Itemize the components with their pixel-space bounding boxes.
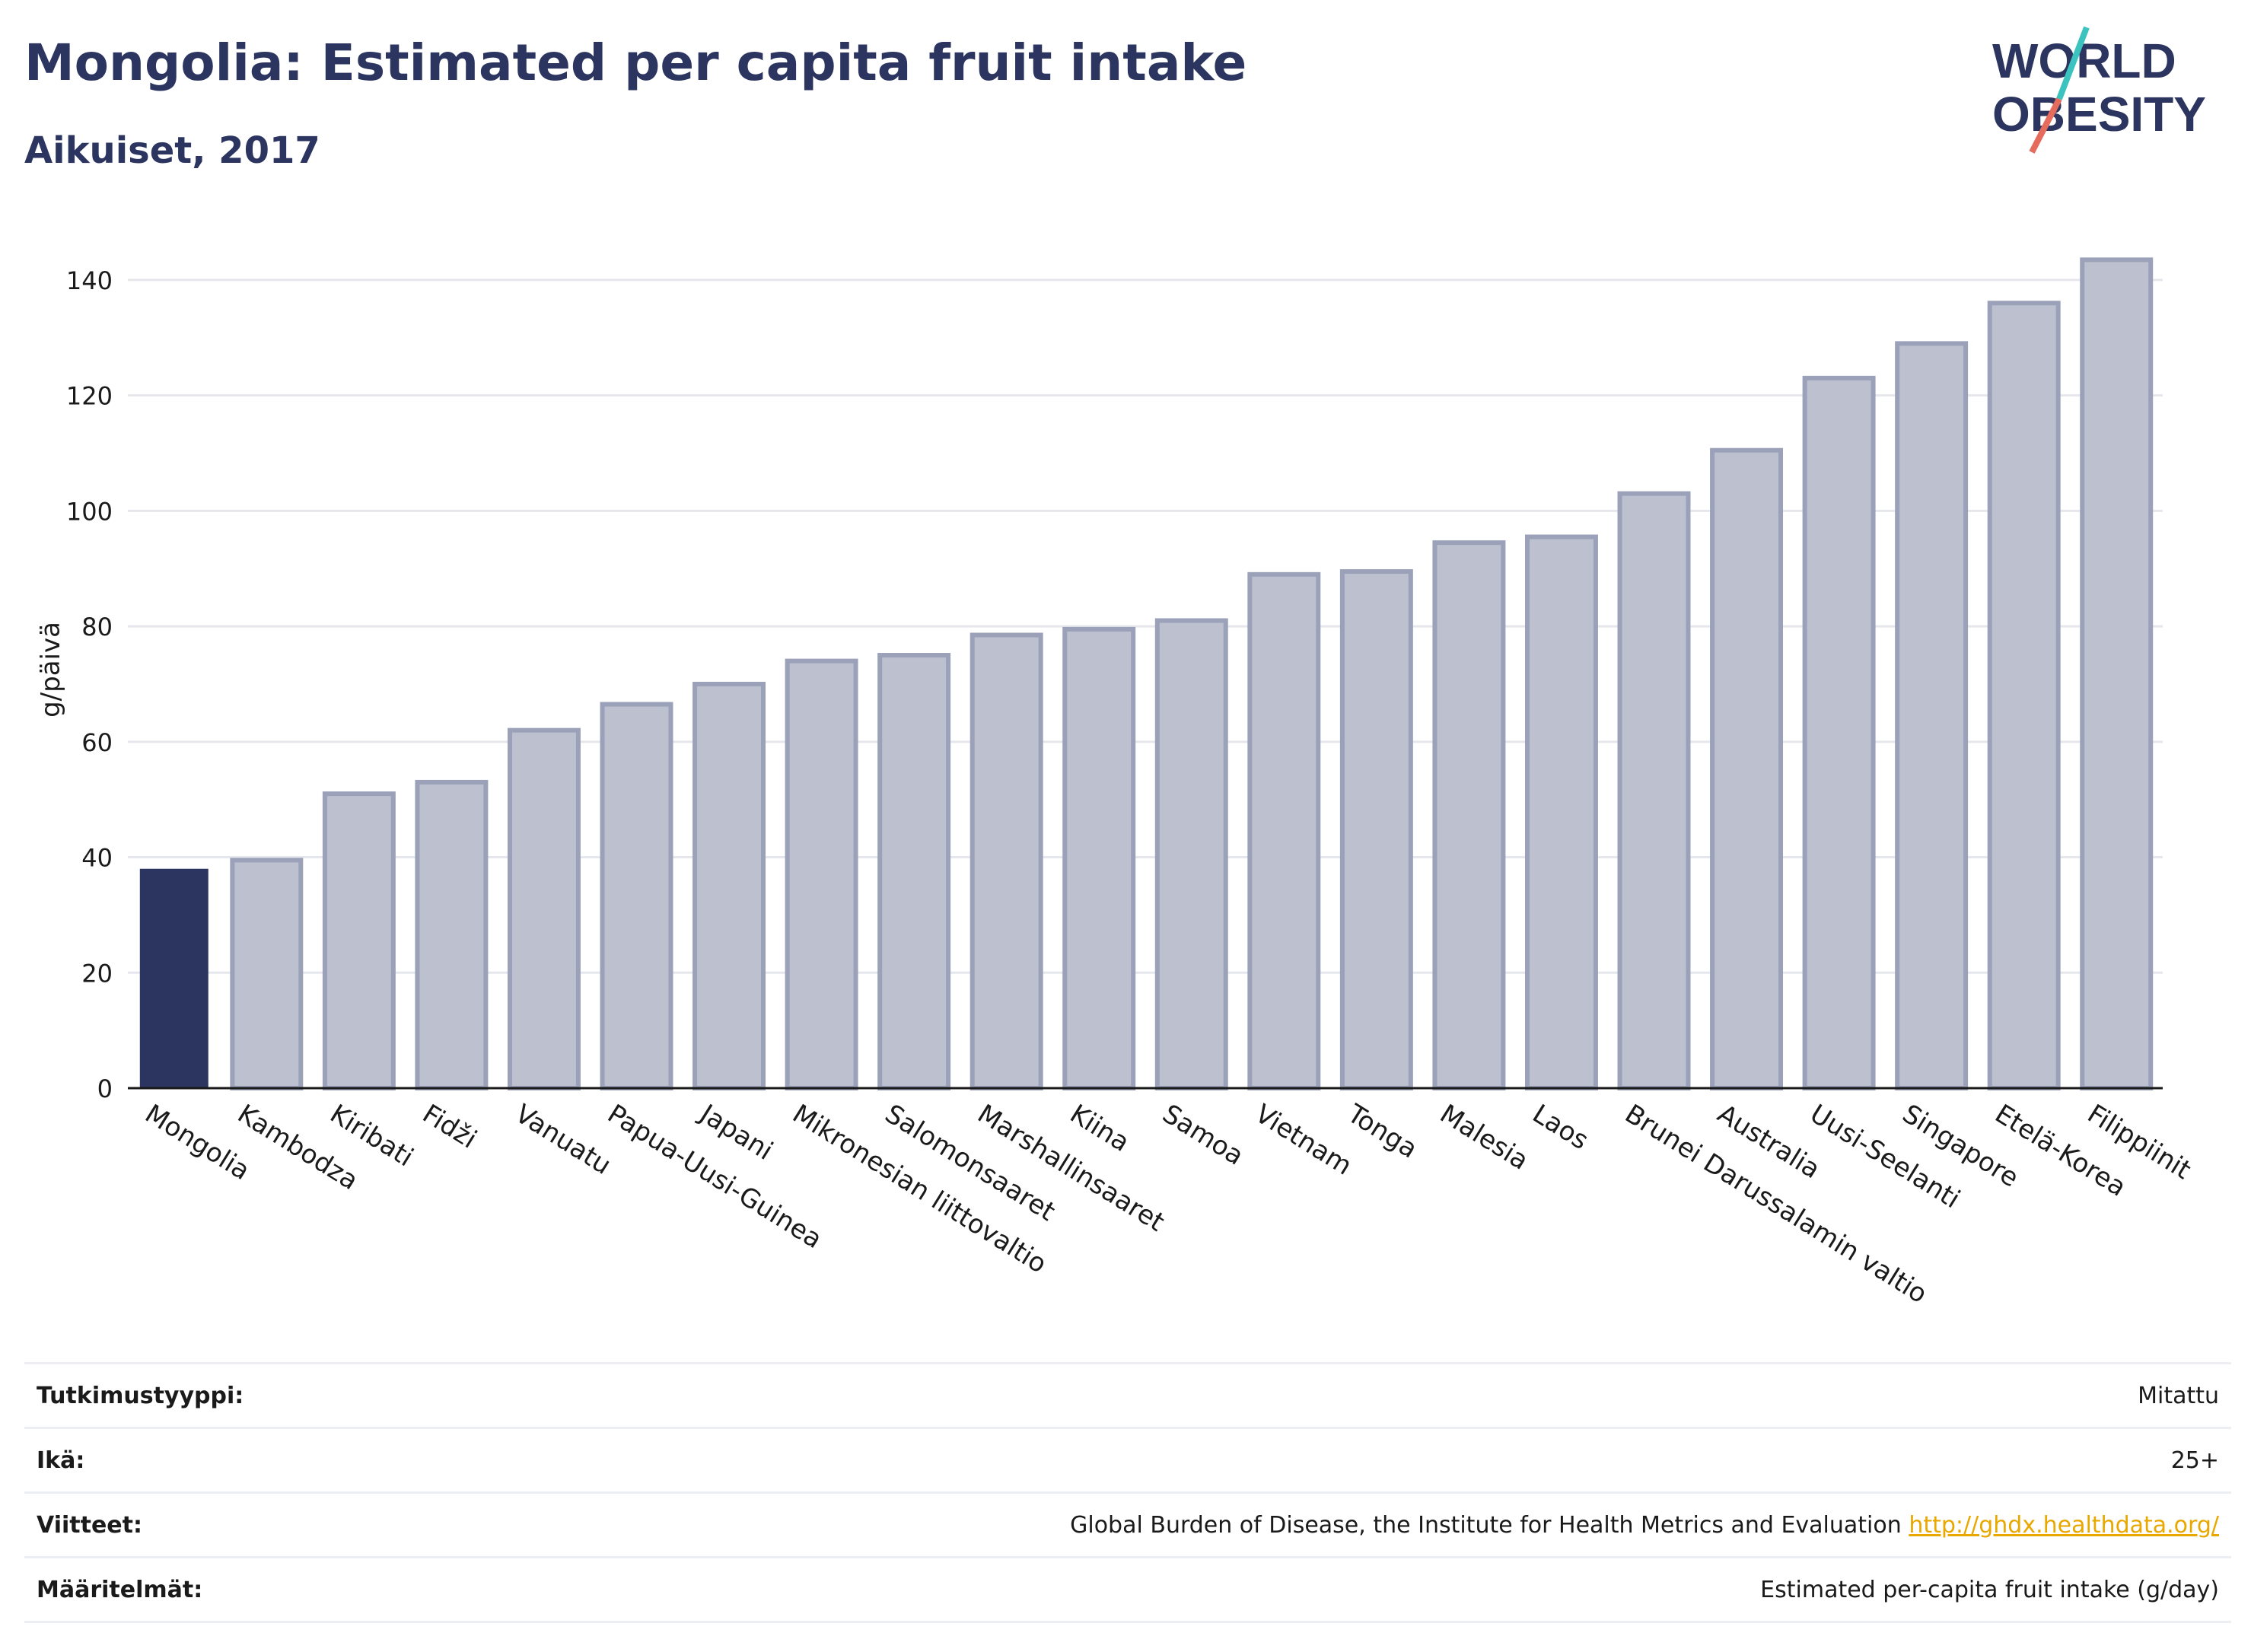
bar bbox=[1339, 569, 1413, 1090]
bar bbox=[1154, 618, 1228, 1090]
info-row-definitions: Määritelmät: Estimated per-capita fruit … bbox=[24, 1556, 2231, 1623]
info-table: Tutkimustyyppi: Mitattu Ikä: 25+ Viittee… bbox=[24, 1362, 2231, 1623]
info-value: Estimated per-capita fruit intake (g/day… bbox=[1760, 1576, 2219, 1603]
info-value: 25+ bbox=[2170, 1447, 2219, 1474]
info-label: Tutkimustyyppi: bbox=[37, 1382, 244, 1409]
reference-link[interactable]: http://ghdx.healthdata.org/ bbox=[1909, 1511, 2219, 1539]
logo-slash-teal bbox=[2056, 26, 2090, 100]
info-row-references: Viitteet: Global Burden of Disease, the … bbox=[24, 1491, 2231, 1556]
x-tick-label: Vanuatu bbox=[510, 1099, 616, 1181]
y-tick-label: 120 bbox=[66, 382, 113, 411]
y-tick-label: 60 bbox=[81, 728, 113, 757]
y-axis-label: g/päivä bbox=[36, 622, 66, 718]
y-tick-label: 0 bbox=[97, 1074, 113, 1103]
x-tick-label: Malesia bbox=[1434, 1099, 1533, 1176]
bar bbox=[692, 681, 766, 1090]
bar bbox=[1895, 341, 1969, 1090]
bar bbox=[415, 779, 489, 1090]
y-tick-label: 100 bbox=[66, 497, 113, 526]
logo-line2: OBESITY bbox=[1992, 87, 2206, 142]
x-tick-label: Laos bbox=[1527, 1099, 1594, 1156]
y-tick-label: 20 bbox=[81, 959, 113, 988]
bar bbox=[507, 727, 581, 1090]
bar bbox=[230, 858, 304, 1091]
logo-line1: WORLD bbox=[1992, 33, 2176, 88]
chart-title: Mongolia: Estimated per capita fruit int… bbox=[24, 33, 1247, 92]
bar bbox=[600, 702, 673, 1090]
bar bbox=[1710, 447, 1784, 1090]
info-row-study-type: Tutkimustyyppi: Mitattu bbox=[24, 1362, 2231, 1427]
bar bbox=[139, 868, 209, 1088]
bar bbox=[322, 791, 396, 1090]
bar bbox=[969, 632, 1043, 1090]
x-tick-label: Vietnam bbox=[1250, 1099, 1357, 1182]
bar-chart: 020406080100120140g/päiväMongoliaKambodz… bbox=[36, 257, 2196, 1310]
info-value: Global Burden of Disease, the Institute … bbox=[1070, 1511, 1902, 1539]
bar bbox=[877, 653, 951, 1090]
info-label: Viitteet: bbox=[37, 1511, 142, 1539]
bar bbox=[1617, 491, 1691, 1090]
bar bbox=[2080, 257, 2154, 1091]
bar bbox=[1062, 626, 1136, 1090]
bar bbox=[1987, 301, 2061, 1090]
info-value: Mitattu bbox=[2138, 1382, 2219, 1409]
x-tick-label: Mongolia bbox=[140, 1099, 256, 1186]
bar bbox=[1432, 540, 1506, 1090]
y-tick-label: 40 bbox=[81, 844, 113, 873]
x-tick-label: Kiina bbox=[1065, 1099, 1135, 1158]
info-label: Määritelmät: bbox=[37, 1576, 203, 1603]
bar bbox=[1802, 375, 1876, 1090]
x-tick-label: Samoa bbox=[1157, 1099, 1250, 1172]
chart-subtitle: Aikuiset, 2017 bbox=[24, 129, 320, 172]
y-tick-label: 140 bbox=[66, 266, 113, 295]
world-obesity-logo: WORLD OBESITY bbox=[1992, 26, 2206, 154]
logo-slash-coral bbox=[2029, 97, 2062, 154]
info-row-age: Ikä: 25+ bbox=[24, 1427, 2231, 1491]
info-value-group: Global Burden of Disease, the Institute … bbox=[1070, 1512, 2231, 1539]
info-label: Ikä: bbox=[37, 1447, 85, 1474]
bar bbox=[1247, 571, 1321, 1090]
x-tick-label: Fidži bbox=[417, 1099, 482, 1155]
bar bbox=[1524, 534, 1598, 1090]
bar bbox=[785, 658, 858, 1090]
y-tick-label: 80 bbox=[81, 613, 113, 641]
